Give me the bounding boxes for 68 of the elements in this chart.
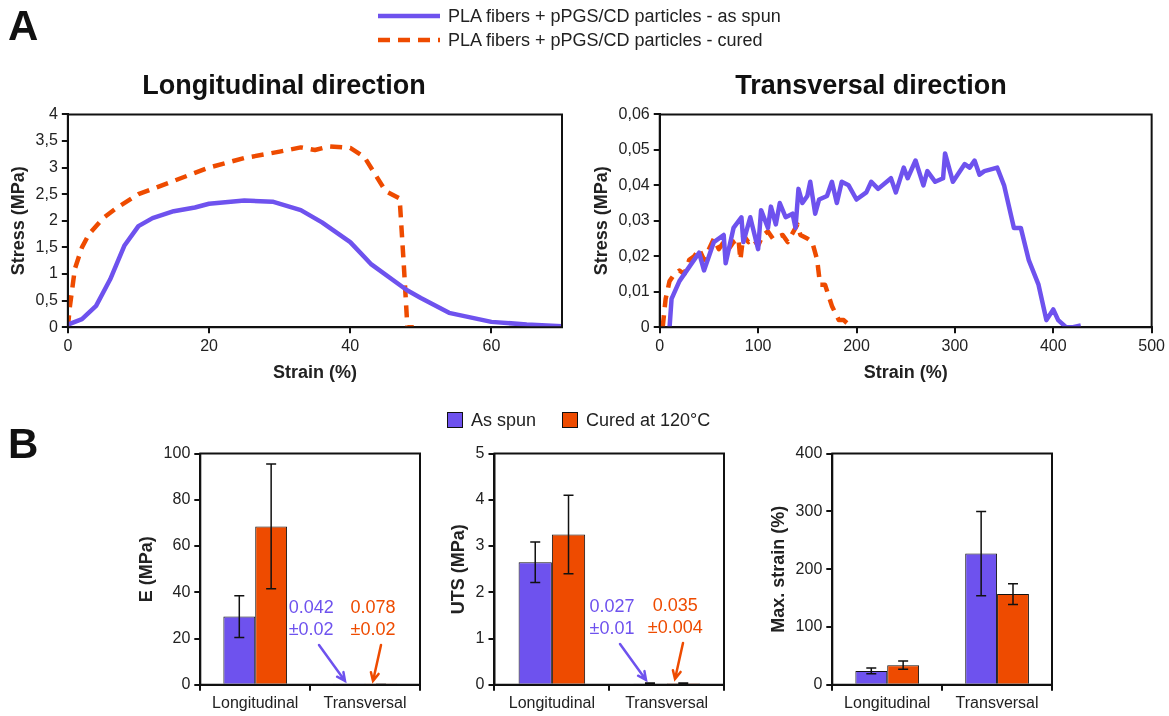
legend-label: PLA fibers + pPGS/CD particles - as spun — [448, 5, 781, 27]
x-tick-label: Longitudinal — [212, 693, 299, 711]
x-tick-label: 0 — [63, 337, 73, 355]
y-axis-title: E (MPa) — [135, 536, 156, 603]
y-tick-label: 4 — [475, 490, 485, 508]
x-axis-title: Strain (%) — [863, 362, 948, 383]
x-axis-title: Strain (%) — [272, 362, 357, 383]
y-tick-label: 5 — [475, 444, 485, 462]
y-tick-label: 0 — [640, 317, 650, 335]
y-tick-label: 0 — [181, 675, 191, 693]
y-tick-label: 60 — [172, 536, 191, 554]
y-axis-title: Stress (MPa) — [590, 166, 611, 276]
x-tick-label: 40 — [341, 337, 360, 355]
y-tick-label: 1,5 — [35, 237, 58, 255]
y-tick-label: 20 — [172, 628, 191, 646]
x-tick-label: 0 — [655, 337, 665, 355]
y-tick-label: 1 — [48, 264, 58, 282]
x-tick-label: 500 — [1138, 337, 1166, 355]
chart-title: Transversal direction — [735, 69, 1007, 100]
legend-label: Cured at 120°C — [586, 409, 711, 431]
x-tick-label: 300 — [941, 337, 969, 355]
y-tick-label: 2 — [48, 211, 58, 229]
y-tick-label: 3 — [475, 536, 485, 554]
y-tick-label: 40 — [172, 582, 191, 600]
x-tick-label: Transversal — [955, 693, 1039, 711]
legend-label: As spun — [471, 409, 537, 431]
legend-label: PLA fibers + pPGS/CD particles - cured — [448, 29, 763, 51]
y-axis-title: Max. strain (%) — [767, 505, 788, 633]
y-tick-label: 0 — [813, 675, 823, 693]
y-tick-label: 1 — [475, 628, 485, 646]
line-series — [67, 144, 416, 328]
y-tick-label: 100 — [163, 444, 191, 462]
y-tick-label: 4 — [48, 104, 58, 122]
data-label: 0.027 ±0.01 — [589, 595, 635, 638]
y-tick-label: 0,05 — [618, 140, 650, 158]
x-tick-label: 100 — [744, 337, 772, 355]
data-label: 0.042 ±0.02 — [288, 596, 334, 639]
x-tick-label: Longitudinal — [508, 693, 596, 711]
y-tick-label: 100 — [795, 617, 823, 635]
y-tick-label: 0,04 — [618, 175, 650, 193]
y-tick-label: 0,06 — [618, 104, 650, 122]
data-label: 0.078 ±0.02 — [350, 596, 396, 639]
y-tick-label: 0,02 — [618, 246, 650, 264]
x-tick-label: 400 — [1039, 337, 1067, 355]
y-tick-label: 0,03 — [618, 211, 650, 229]
y-axis-title: Stress (MPa) — [7, 166, 28, 276]
text: B — [8, 420, 39, 468]
y-tick-label: 3,5 — [35, 131, 58, 149]
y-tick-label: 2,5 — [35, 184, 58, 202]
x-tick-label: 20 — [200, 337, 219, 355]
y-tick-label: 300 — [795, 501, 823, 519]
y-tick-label: 400 — [795, 444, 823, 462]
y-tick-label: 0 — [475, 675, 485, 693]
y-axis-title: UTS (MPa) — [447, 524, 468, 615]
x-tick-label: 200 — [843, 337, 870, 355]
y-tick-label: 0,01 — [618, 282, 650, 300]
data-label: 0.035 ±0.004 — [647, 595, 703, 638]
y-tick-label: 200 — [795, 559, 823, 577]
y-tick-label: 2 — [475, 582, 485, 600]
x-tick-label: Transversal — [625, 693, 709, 711]
x-tick-label: Longitudinal — [844, 693, 931, 711]
y-tick-label: 0 — [48, 317, 58, 335]
text: A — [8, 2, 39, 50]
chart-title: Longitudinal direction — [142, 69, 426, 100]
x-tick-label: Transversal — [323, 693, 407, 711]
y-tick-label: 3 — [48, 158, 58, 176]
y-tick-label: 80 — [172, 490, 191, 508]
y-tick-label: 0,5 — [35, 291, 58, 309]
